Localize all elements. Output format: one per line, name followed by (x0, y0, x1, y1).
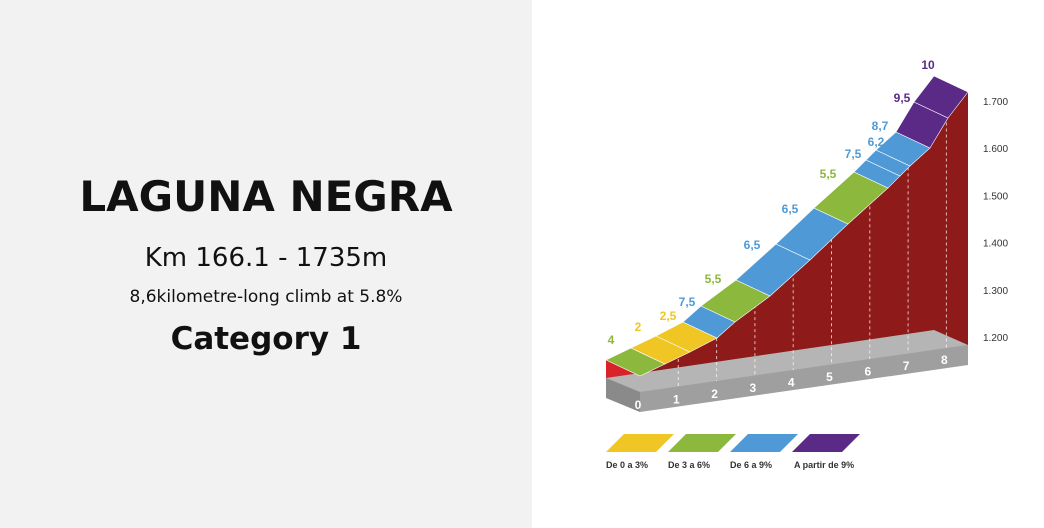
gradient-label: 6,5 (782, 202, 799, 216)
legend-swatch (606, 434, 674, 452)
legend-label: De 3 a 6% (668, 460, 710, 470)
altitude-label: 1.500 (983, 191, 1008, 202)
base-top (606, 330, 968, 392)
climb-detail: 8,6kilometre-long climb at 5.8% (129, 286, 403, 307)
legend-label: De 0 a 3% (606, 460, 648, 470)
altitude-label: 1.300 (983, 286, 1008, 297)
gradient-label: 4 (608, 333, 615, 347)
km-label: 2 (711, 387, 718, 401)
altitude-label: 1.400 (983, 239, 1008, 250)
km-label: 0 (635, 398, 642, 412)
climb-category: Category 1 (170, 320, 362, 357)
info-panel: LAGUNA NEGRA Km 166.1 - 1735m 8,6kilomet… (0, 0, 532, 528)
km-label: 5 (826, 370, 833, 384)
km-label: 4 (788, 376, 795, 390)
legend-swatch (730, 434, 798, 452)
gradient-label: 5,5 (705, 272, 722, 286)
gradient-label: 6,5 (744, 238, 761, 252)
gradient-segment (913, 75, 969, 119)
legend-label: A partir de 9% (794, 460, 854, 470)
gradient-label: 9,5 (894, 91, 911, 105)
km-label: 7 (903, 359, 910, 373)
gradient-label: 7,5 (845, 147, 862, 161)
altitude-label: 1.200 (983, 333, 1008, 344)
legend-swatch (792, 434, 860, 452)
gradient-label: 2 (635, 320, 642, 334)
gradient-label: 7,5 (679, 295, 696, 309)
km-label: 6 (864, 364, 871, 378)
gradient-label: 8,7 (872, 119, 889, 133)
base-front (606, 378, 640, 412)
gradient-label: 2,5 (660, 309, 677, 323)
mountain-body (640, 92, 968, 392)
gradient-label: 10 (921, 58, 935, 72)
legend-swatch (668, 434, 736, 452)
gradient-label: 6,2 (868, 135, 885, 149)
altitude-label: 1.600 (983, 144, 1008, 155)
legend-label: De 6 a 9% (730, 460, 772, 470)
km-label: 8 (941, 353, 948, 367)
climb-title: LAGUNA NEGRA (79, 171, 453, 221)
climb-subtitle: Km 166.1 - 1735m (144, 242, 388, 273)
gradient-label: 5,5 (820, 167, 837, 181)
km-label: 3 (750, 381, 757, 395)
altitude-label: 1.700 (983, 97, 1008, 108)
base-side (640, 345, 968, 412)
km-label: 1 (673, 392, 680, 406)
